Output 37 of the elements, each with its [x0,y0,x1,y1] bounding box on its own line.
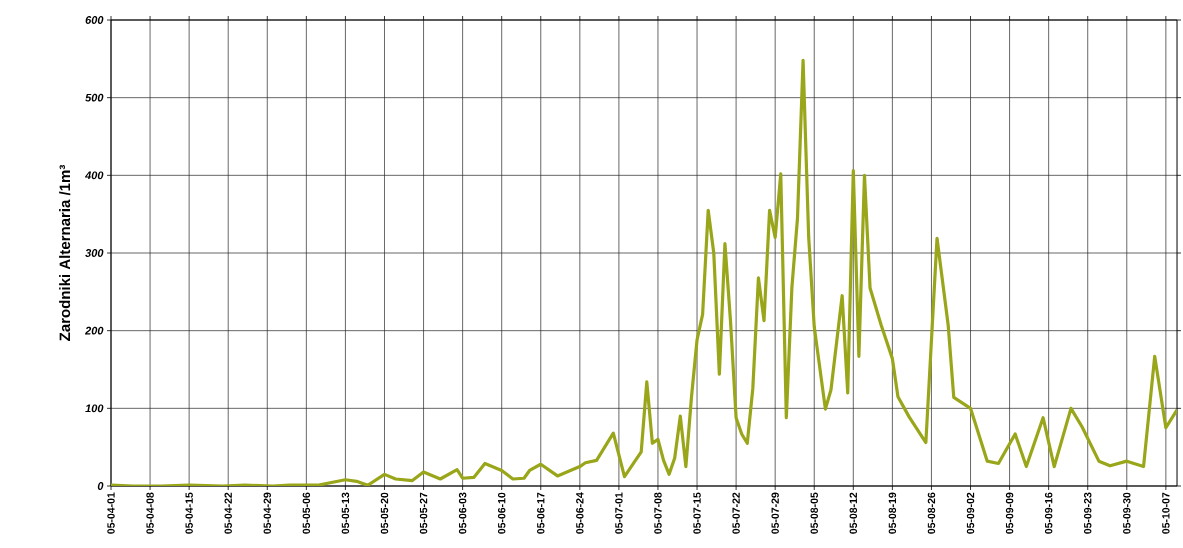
y-tick-label: 300 [85,249,104,257]
x-tick-label: 05-06-24 [576,492,584,534]
x-tick-label: 05-09-09 [1005,492,1014,534]
x-tick-label: 05-07-08 [654,492,662,534]
x-tick-label: 05-08-26 [927,492,936,534]
x-tick-label: 05-06-17 [537,492,545,534]
x-tick-label: 05-09-16 [1044,492,1053,534]
x-tick-label: 05-07-15 [693,492,701,534]
x-tick-label: 05-05-13 [341,492,350,534]
x-tick-label: 05-09-23 [1084,492,1092,534]
x-tick-label: 05-06-03 [458,492,467,534]
y-tick-label: 600 [85,16,104,24]
x-tick-label: 05-05-27 [419,492,428,534]
x-tick-label: 05-06-10 [497,492,506,534]
y-axis-title: Zarodniki Alternaria /1m³ [59,164,71,341]
x-tick-label: 05-07-01 [615,492,623,534]
x-tick-label: 05-08-19 [888,492,897,534]
x-tick-label: 05-04-15 [185,492,193,534]
x-tick-label: 05-09-02 [966,492,975,534]
y-tick-label: 100 [85,404,104,413]
x-tick-label: 05-07-22 [732,492,740,534]
y-tick-label: 500 [85,93,104,102]
x-tick-label: 05-05-20 [380,492,389,534]
y-tick-label: 0 [97,482,104,490]
line-series [111,58,1178,486]
x-tick-label: 05-07-29 [771,492,779,534]
x-tick-label: 05-09-30 [1123,492,1131,534]
x-tick-label: 05-04-08 [146,492,154,534]
x-tick-label: 05-08-12 [849,492,858,534]
y-tick-label: 200 [84,326,104,335]
x-tick-label: 05-05-06 [302,492,311,534]
y-tick-label: 400 [84,171,104,180]
x-tick-label: 05-04-29 [263,492,271,534]
x-tick-label: 05-08-05 [810,492,818,534]
x-tick-label: 05-04-01 [107,492,115,534]
x-tick-label: 05-10-07 [1162,492,1170,534]
x-tick-label: 05-04-22 [224,492,232,534]
